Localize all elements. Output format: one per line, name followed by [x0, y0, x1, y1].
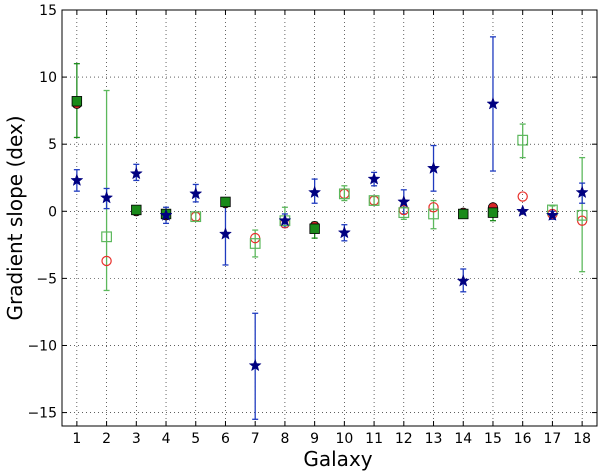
- y-axis-label: Gradient slope (dex): [3, 115, 27, 320]
- x-tick-label: 14: [454, 431, 472, 447]
- x-axis-label: Galaxy: [303, 447, 372, 471]
- square-point: [310, 224, 320, 234]
- x-tick-label: 8: [280, 431, 289, 447]
- y-tick-label: −5: [36, 271, 57, 287]
- x-tick-label: 16: [514, 431, 532, 447]
- x-tick-label: 5: [191, 431, 200, 447]
- y-tick-label: −15: [27, 406, 57, 422]
- x-tick-label: 1: [72, 431, 81, 447]
- y-tick-label: 5: [48, 137, 57, 153]
- y-tick-label: 10: [39, 70, 57, 86]
- square-point: [72, 96, 82, 106]
- x-tick-label: 3: [132, 431, 141, 447]
- x-tick-label: 6: [221, 431, 230, 447]
- x-tick-label: 18: [573, 431, 591, 447]
- square-point: [488, 208, 498, 218]
- x-tick-label: 12: [395, 431, 413, 447]
- y-tick-label: 15: [39, 3, 57, 19]
- x-tick-label: 10: [335, 431, 353, 447]
- square-point: [221, 197, 231, 207]
- y-tick-label: −10: [27, 338, 57, 354]
- x-tick-label: 11: [365, 431, 383, 447]
- square-point: [458, 209, 468, 219]
- x-tick-label: 7: [251, 431, 260, 447]
- x-tick-label: 13: [425, 431, 443, 447]
- x-tick-label: 15: [484, 431, 502, 447]
- x-tick-label: 4: [162, 431, 171, 447]
- x-tick-label: 17: [544, 431, 562, 447]
- x-tick-label: 9: [310, 431, 319, 447]
- y-tick-label: 0: [48, 204, 57, 220]
- square-point: [132, 205, 142, 215]
- x-tick-label: 2: [102, 431, 111, 447]
